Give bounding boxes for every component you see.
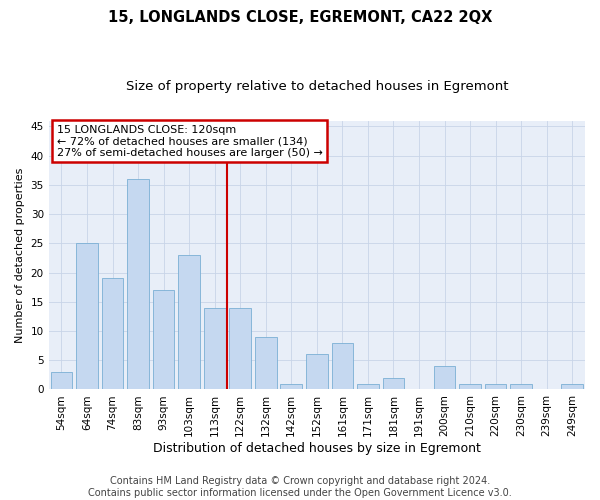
X-axis label: Distribution of detached houses by size in Egremont: Distribution of detached houses by size … [153,442,481,455]
Bar [280,384,302,390]
Bar [510,384,532,390]
Y-axis label: Number of detached properties: Number of detached properties [15,168,25,342]
Bar [127,179,149,390]
Bar [485,384,506,390]
Title: Size of property relative to detached houses in Egremont: Size of property relative to detached ho… [125,80,508,93]
Bar [562,384,583,390]
Bar [76,244,98,390]
Text: 15, LONGLANDS CLOSE, EGREMONT, CA22 2QX: 15, LONGLANDS CLOSE, EGREMONT, CA22 2QX [108,10,492,25]
Text: Contains HM Land Registry data © Crown copyright and database right 2024.
Contai: Contains HM Land Registry data © Crown c… [88,476,512,498]
Bar [50,372,72,390]
Bar [459,384,481,390]
Bar [383,378,404,390]
Bar [332,342,353,390]
Bar [153,290,175,390]
Bar [255,337,277,390]
Bar [434,366,455,390]
Bar [101,278,124,390]
Bar [204,308,226,390]
Bar [357,384,379,390]
Bar [306,354,328,390]
Bar [178,255,200,390]
Text: 15 LONGLANDS CLOSE: 120sqm
← 72% of detached houses are smaller (134)
27% of sem: 15 LONGLANDS CLOSE: 120sqm ← 72% of deta… [57,124,323,158]
Bar [229,308,251,390]
